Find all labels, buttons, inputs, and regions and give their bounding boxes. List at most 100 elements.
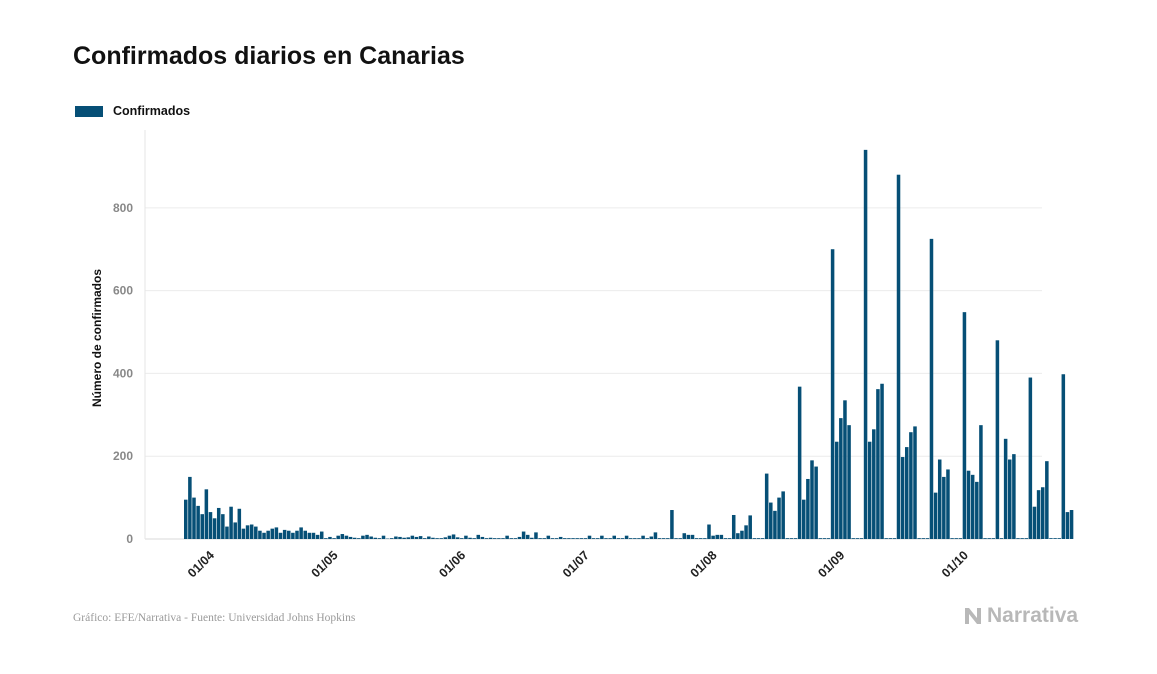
bar [414,536,419,539]
bar [212,518,217,539]
x-tick-label: 01/08 [688,548,720,580]
bar [1061,374,1066,539]
bar [682,533,687,539]
bar [484,538,489,539]
bar [867,441,872,539]
bar [525,534,530,539]
bar [1065,512,1070,539]
chart-title: Confirmados diarios en Canarias [73,42,465,70]
bar [402,537,406,539]
x-tick-label: 01/05 [309,548,341,580]
bar [558,536,563,539]
bar [596,538,600,539]
bar [628,538,633,539]
bar [517,536,522,539]
bar [254,526,258,539]
bar [1003,438,1008,539]
bar [237,508,242,539]
bar [534,532,538,539]
bar [575,538,579,539]
bar [641,535,645,539]
bar [233,522,237,539]
bar [727,538,732,539]
bar [427,536,431,539]
bar [369,536,373,539]
bar [979,425,983,539]
bar [319,531,324,539]
bar [690,534,695,539]
bar [616,538,621,539]
bar [538,538,542,539]
bar [278,532,283,539]
bar [946,469,950,539]
bar [200,514,204,539]
bar [793,538,798,539]
bar [624,535,629,539]
bar [748,515,752,539]
bar [670,510,674,539]
bar [822,538,827,539]
bar [999,538,1004,539]
bar [307,532,312,539]
bar [488,537,493,539]
bar [637,538,641,539]
bar [859,538,864,539]
bar [274,527,279,539]
bar [583,538,588,539]
bar [719,534,724,539]
bar [282,529,287,539]
bar [216,507,221,539]
bar [1032,506,1037,539]
bar [258,530,262,539]
x-tick-label: 01/09 [815,548,847,580]
bar [707,524,711,539]
bar [917,538,921,539]
bar [612,535,616,539]
y-tick-label: 600 [113,284,133,298]
bar [501,538,505,539]
x-tick-label: 01/06 [436,548,468,580]
bar [270,528,275,539]
x-axis-ticks: 01/04 01/05 01/06 01/07 01/08 01/09 01/10 [185,548,971,580]
bar [406,537,410,539]
bar [764,473,769,539]
bar [410,535,415,539]
bar [1036,490,1041,539]
bar [975,481,979,539]
bar [439,538,443,539]
bar [826,538,831,539]
bar [587,535,592,539]
bar [995,340,1000,539]
bar [900,457,905,539]
bar [497,538,501,539]
bar [509,538,513,539]
bars [184,149,1074,539]
bar [983,538,987,539]
bar [468,537,472,539]
bar [991,538,996,539]
bar [731,514,736,539]
bar [188,476,192,539]
bar [966,470,971,539]
bar [381,535,386,539]
x-tick-label: 01/07 [560,548,592,580]
bar [653,532,658,539]
bar [666,538,670,539]
bar [563,538,567,539]
bar [645,538,649,539]
bar [686,534,691,539]
bar [744,525,748,539]
bar [196,505,200,539]
y-tick-label: 400 [113,366,133,380]
bar [435,538,439,539]
bar [884,538,888,539]
bar [834,441,839,539]
bar [1057,538,1061,539]
bar [377,538,382,539]
bar [752,538,757,539]
bar [929,238,934,539]
bar [249,524,254,539]
bar [291,532,295,539]
bar [810,460,814,539]
